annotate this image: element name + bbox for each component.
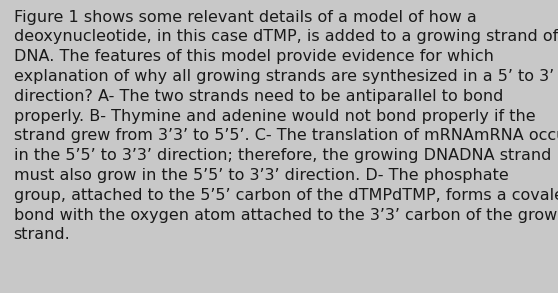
Text: Figure 1 shows some relevant details of a model of how a
deoxynucleotide, in thi: Figure 1 shows some relevant details of …: [13, 10, 558, 243]
